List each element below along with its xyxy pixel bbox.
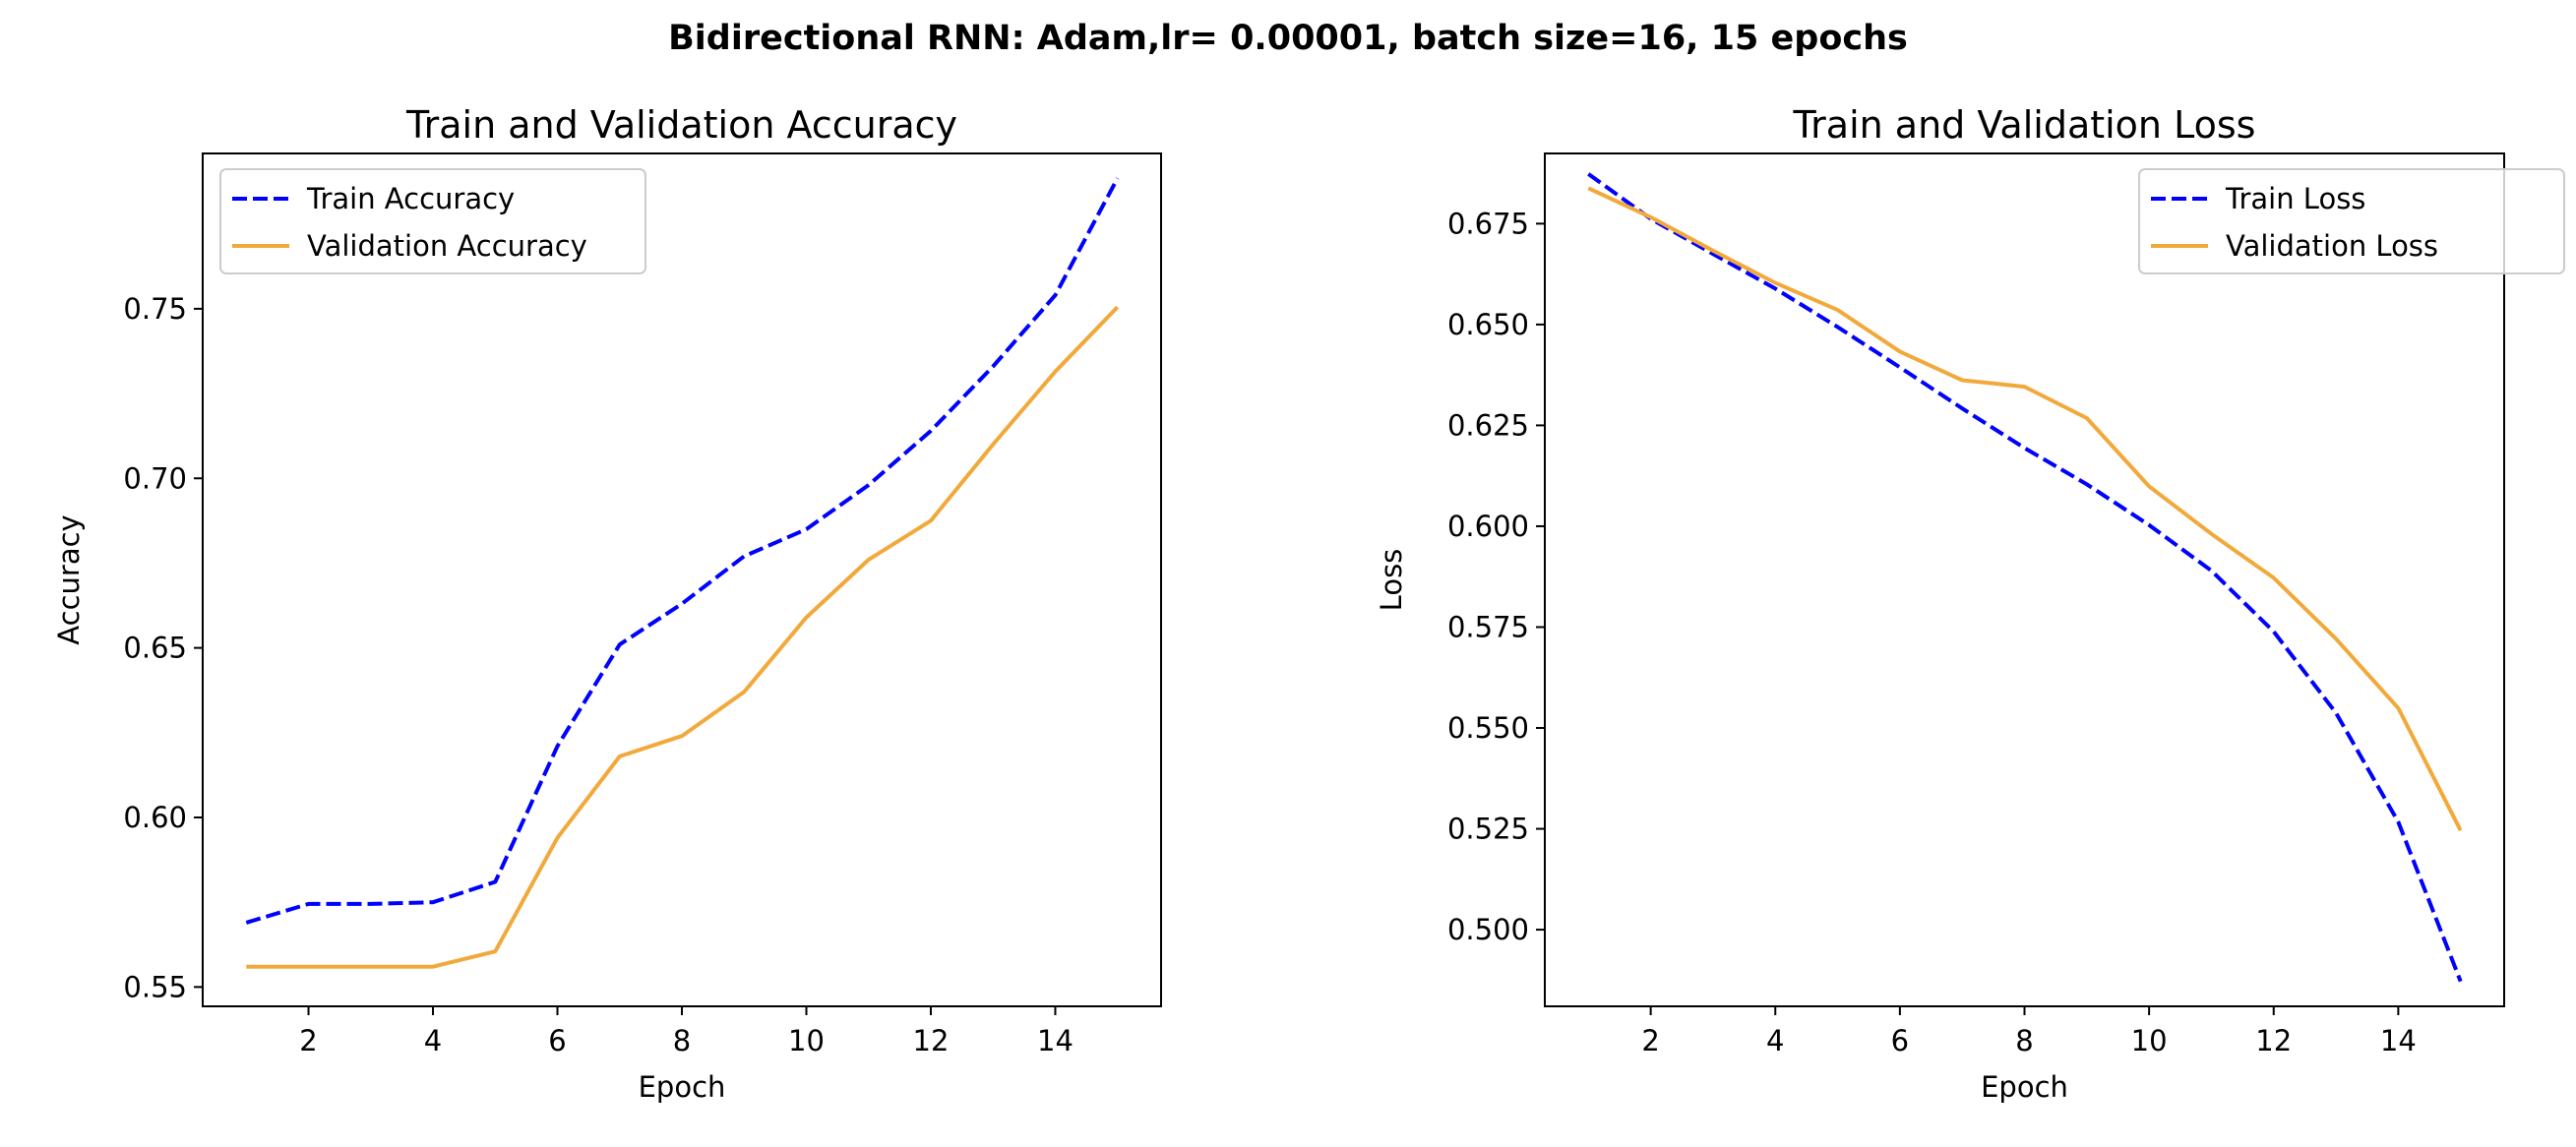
accuracy-y-tick-label: 0.70 (123, 461, 187, 495)
accuracy-x-tick-label: 12 (913, 1024, 950, 1057)
accuracy-x-tick-label: 14 (1037, 1024, 1073, 1057)
loss-legend-label: Train Loss (2225, 182, 2365, 215)
accuracy-y-tick-label: 0.65 (123, 632, 187, 665)
loss-x-tick-label: 14 (2380, 1024, 2417, 1057)
accuracy-legend-label: Train Accuracy (306, 182, 515, 215)
loss-x-tick-label: 4 (1766, 1024, 1784, 1057)
loss-legend-label: Validation Loss (2226, 229, 2438, 263)
loss-y-tick-label: 0.575 (1447, 610, 1529, 643)
loss-x-tick-label: 12 (2255, 1024, 2292, 1057)
loss-series-train-loss (1587, 172, 2463, 983)
accuracy-y-tick-label: 0.55 (123, 970, 187, 1003)
loss-y-tick-label: 0.500 (1447, 913, 1529, 946)
loss-y-tick-label: 0.650 (1447, 308, 1529, 341)
loss-x-tick-label: 8 (2015, 1024, 2033, 1057)
accuracy-x-tick-label: 6 (548, 1024, 566, 1057)
accuracy-series-train-accuracy (245, 177, 1120, 925)
accuracy-x-tick-label: 2 (299, 1024, 317, 1057)
accuracy-x-tick-label: 10 (788, 1024, 825, 1057)
accuracy-title: Train and Validation Accuracy (405, 103, 957, 147)
loss-x-tick-label: 10 (2131, 1024, 2168, 1057)
accuracy-legend: Train Accuracy Validation Accuracy (219, 168, 646, 274)
loss-legend: Train Loss Validation Loss (2138, 168, 2565, 274)
loss-y-tick-label: 0.675 (1447, 207, 1529, 240)
accuracy-y-axis-label: Accuracy (52, 514, 86, 644)
loss-title: Train and Validation Loss (1793, 103, 2256, 147)
loss-x-tick-label: 2 (1641, 1024, 1659, 1057)
accuracy-y-tick-label: 0.60 (123, 801, 187, 834)
loss-y-tick-label: 0.525 (1447, 813, 1529, 846)
accuracy-legend-box (219, 168, 646, 274)
accuracy-y-tick-label: 0.75 (123, 292, 187, 326)
loss-chart: Train and Validation Loss 2 4 6 8 10 12 14 0.500… (1375, 103, 2565, 1104)
loss-legend-box (2138, 168, 2565, 274)
accuracy-legend-label: Validation Accuracy (307, 229, 587, 263)
loss-x-tick-label: 6 (1891, 1024, 1909, 1057)
loss-y-axis-label: Loss (1375, 549, 1408, 612)
loss-x-axis-label: Epoch (1981, 1070, 2068, 1104)
accuracy-chart: Train and Validation Accuracy 2 4 6 8 10 12 14 0… (52, 103, 1162, 1104)
loss-y-tick-label: 0.625 (1447, 408, 1529, 442)
accuracy-x-axis-label: Epoch (639, 1070, 726, 1104)
loss-plot-frame (1544, 152, 2505, 1007)
loss-y-tick-label: 0.600 (1447, 510, 1529, 543)
figure-suptitle: Bidirectional RNN: Adam,lr= 0.00001, bat… (668, 19, 1908, 58)
loss-y-tick-label: 0.550 (1447, 711, 1529, 745)
accuracy-x-tick-label: 8 (673, 1024, 691, 1057)
accuracy-x-tick-label: 4 (424, 1024, 442, 1057)
accuracy-series-validation-accuracy (246, 305, 1120, 969)
accuracy-plot-frame (202, 152, 1162, 1007)
loss-series-validation-loss (1587, 186, 2463, 832)
